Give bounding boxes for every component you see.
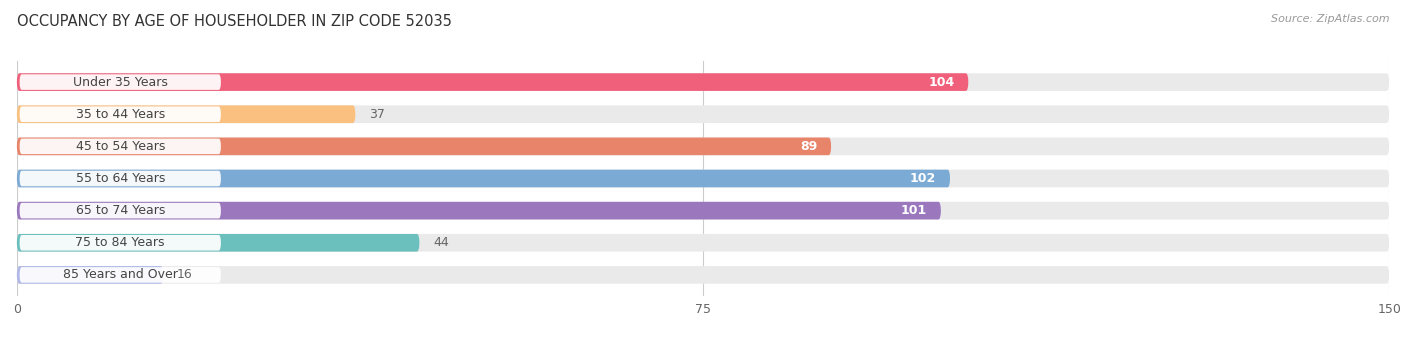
FancyBboxPatch shape <box>17 105 356 123</box>
Text: 102: 102 <box>910 172 936 185</box>
FancyBboxPatch shape <box>17 137 831 155</box>
Text: 89: 89 <box>800 140 817 153</box>
Text: 101: 101 <box>901 204 927 217</box>
FancyBboxPatch shape <box>20 171 221 186</box>
FancyBboxPatch shape <box>20 203 221 218</box>
Text: 16: 16 <box>177 268 193 282</box>
FancyBboxPatch shape <box>17 234 419 252</box>
Text: 75 to 84 Years: 75 to 84 Years <box>76 236 165 249</box>
FancyBboxPatch shape <box>17 234 1389 252</box>
Text: OCCUPANCY BY AGE OF HOUSEHOLDER IN ZIP CODE 52035: OCCUPANCY BY AGE OF HOUSEHOLDER IN ZIP C… <box>17 14 451 29</box>
FancyBboxPatch shape <box>17 105 1389 123</box>
Text: 55 to 64 Years: 55 to 64 Years <box>76 172 165 185</box>
Text: 44: 44 <box>433 236 449 249</box>
Text: 65 to 74 Years: 65 to 74 Years <box>76 204 165 217</box>
FancyBboxPatch shape <box>20 74 221 90</box>
FancyBboxPatch shape <box>17 137 1389 155</box>
Text: 37: 37 <box>370 108 385 121</box>
FancyBboxPatch shape <box>17 202 1389 220</box>
Text: Under 35 Years: Under 35 Years <box>73 75 167 89</box>
FancyBboxPatch shape <box>17 73 1389 91</box>
Text: 45 to 54 Years: 45 to 54 Years <box>76 140 165 153</box>
FancyBboxPatch shape <box>17 170 1389 187</box>
FancyBboxPatch shape <box>20 267 221 283</box>
FancyBboxPatch shape <box>17 266 163 284</box>
Text: 85 Years and Over: 85 Years and Over <box>63 268 177 282</box>
FancyBboxPatch shape <box>17 266 1389 284</box>
FancyBboxPatch shape <box>20 106 221 122</box>
Text: 104: 104 <box>928 75 955 89</box>
FancyBboxPatch shape <box>20 139 221 154</box>
FancyBboxPatch shape <box>17 202 941 220</box>
FancyBboxPatch shape <box>17 170 950 187</box>
Text: Source: ZipAtlas.com: Source: ZipAtlas.com <box>1271 14 1389 23</box>
FancyBboxPatch shape <box>17 73 969 91</box>
FancyBboxPatch shape <box>20 235 221 251</box>
Text: 35 to 44 Years: 35 to 44 Years <box>76 108 165 121</box>
